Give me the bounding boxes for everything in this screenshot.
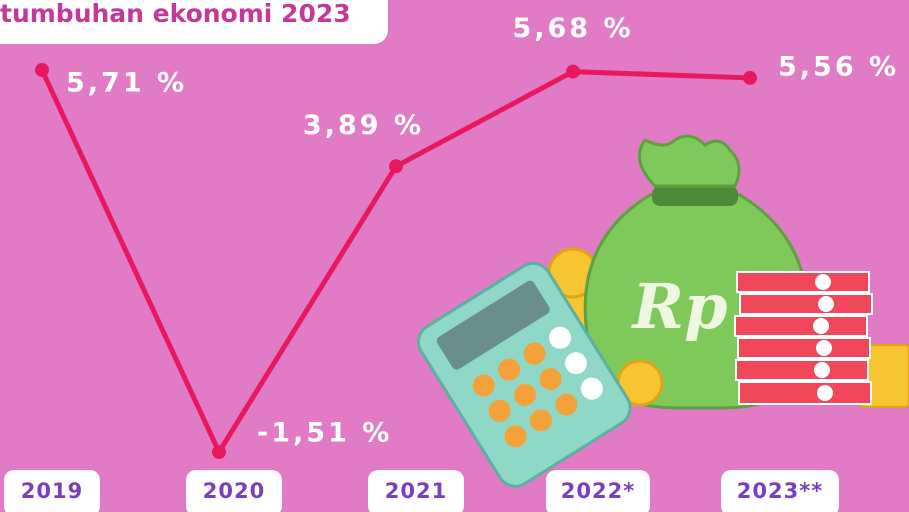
x-tick-label: 2022* bbox=[561, 479, 635, 503]
x-tick-label: 2023** bbox=[737, 479, 823, 503]
data-label: 5,56 % bbox=[778, 51, 899, 82]
category-pill bbox=[4, 470, 100, 512]
data-label: 3,89 % bbox=[303, 110, 424, 141]
category-pill bbox=[721, 470, 839, 512]
data-label: 5,71 % bbox=[66, 68, 187, 99]
x-tick-label: 2020 bbox=[203, 479, 265, 503]
illustration: Rp bbox=[416, 134, 909, 488]
category-pill bbox=[186, 470, 282, 512]
category-pill bbox=[368, 470, 464, 512]
data-point bbox=[743, 70, 757, 85]
data-label: 5,68 % bbox=[512, 13, 633, 44]
category-pill bbox=[546, 470, 650, 512]
bag-label: Rp bbox=[631, 270, 728, 343]
data-point bbox=[212, 445, 226, 459]
data-point bbox=[389, 159, 403, 174]
x-tick-label: 2019 bbox=[21, 479, 83, 503]
data-point bbox=[35, 63, 49, 77]
data-label: -1,51 % bbox=[257, 418, 392, 449]
data-point bbox=[566, 64, 580, 79]
chart-title: tumbuhan ekonomi 2023 bbox=[0, 0, 351, 28]
x-tick-label: 2021 bbox=[385, 479, 447, 503]
title-pill bbox=[0, 0, 388, 44]
